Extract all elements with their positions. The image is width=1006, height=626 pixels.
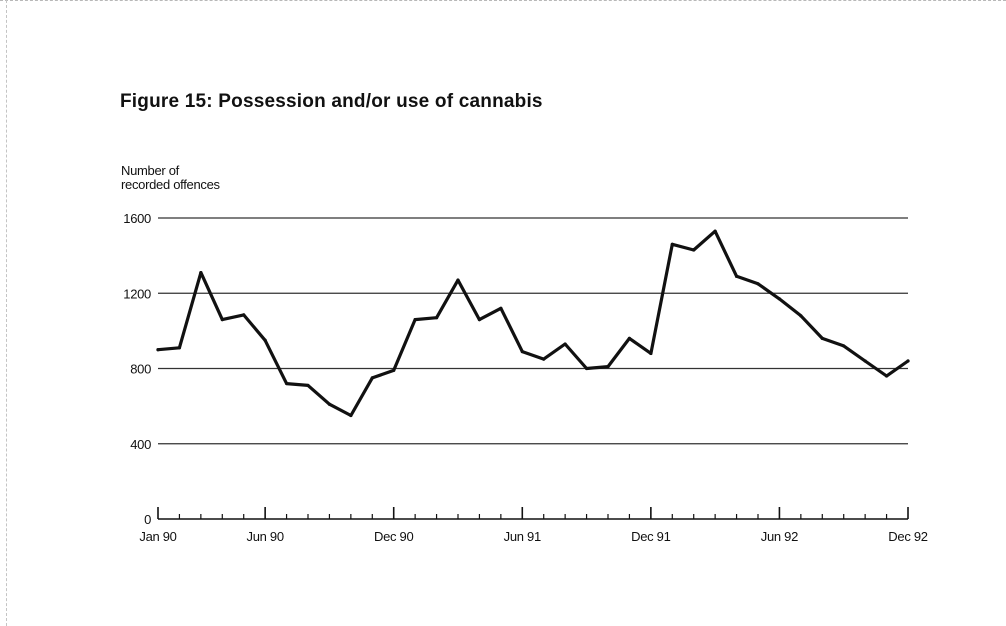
data-point-31 [820,336,824,340]
x-tick-label-jun-90: Jun 90 [247,529,284,544]
x-tick-label-dec-92: Dec 92 [888,529,927,544]
data-point-1 [177,346,182,350]
data-point-21 [606,365,610,369]
y-tick-label-1200: 1200 [123,286,151,301]
data-point-25 [692,248,696,252]
figure-title: Figure 15: Possession and/or use of cann… [120,91,543,112]
data-point-6 [284,381,289,386]
data-point-14 [456,278,460,282]
y-tick-label-0: 0 [144,512,151,527]
data-point-27 [734,274,739,278]
data-point-16 [499,306,503,310]
x-tick-label-dec-90: Dec 90 [374,529,413,544]
y-axis-caption: Number of recorded offences [121,164,220,192]
data-point-22 [627,336,632,340]
data-point-11 [392,368,396,372]
data-point-28 [756,282,760,286]
data-point-2 [199,270,203,275]
x-tick-label-jan-90: Jan 90 [139,529,176,544]
data-point-4 [242,313,246,317]
x-tick-label-dec-91: Dec 91 [631,529,670,544]
gridlines [158,217,908,445]
data-point-10 [370,376,374,380]
x-tick-label-jun-92: Jun 92 [761,529,798,544]
data-point-32 [842,344,846,348]
data-point-5 [263,338,267,342]
data-point-15 [477,317,482,322]
data-point-33 [863,359,867,363]
data-point-3 [220,317,224,322]
data-point-23 [649,351,653,356]
series-group [156,229,910,418]
x-tick-labels: Jan 90 Jun 90 Dec 90 Jun 91 Dec 91 Jun 92 Dec … [139,529,928,544]
y-tick-label-800: 800 [130,362,151,377]
data-point-35 [906,359,910,363]
y-tick-label-400: 400 [130,437,151,452]
data-point-19 [563,342,567,346]
data-point-17 [520,349,524,354]
y-axis-caption-line-1: Number of [121,163,179,178]
y-tick-labels: 0 400 800 1200 1600 [123,211,151,527]
data-point-34 [884,374,889,378]
data-point-7 [306,383,310,388]
data-point-18 [542,357,546,361]
data-point-30 [799,314,803,318]
data-point-12 [413,317,417,322]
y-tick-label-1600: 1600 [123,211,151,226]
data-point-20 [584,366,589,371]
data-point-26 [713,229,717,233]
data-point-13 [434,316,439,320]
data-point-24 [670,242,674,246]
scan-border-left [6,0,7,626]
y-axis-caption-line-2: recorded offences [121,177,220,192]
data-point-0 [156,348,160,352]
x-axis [157,507,909,520]
x-tick-label-jun-91: Jun 91 [504,529,541,544]
series-line [156,229,910,418]
data-point-8 [327,402,332,406]
data-point-29 [777,297,782,301]
data-point-9 [349,413,353,418]
scan-border-top [0,0,1006,1]
